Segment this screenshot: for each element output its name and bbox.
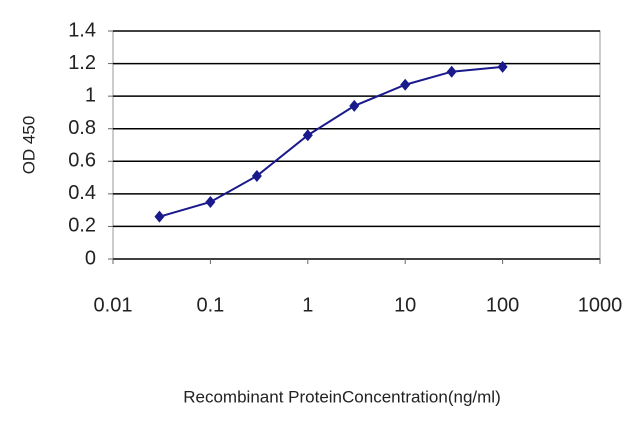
x-tick-label: 1000 — [578, 294, 623, 316]
y-axis-label: OD 450 — [19, 116, 38, 175]
plot-area — [112, 30, 601, 260]
y-tick-label: 0 — [85, 247, 96, 269]
y-tick-label: 1.4 — [68, 19, 96, 41]
x-tick-label: 0.01 — [94, 294, 133, 316]
y-tick-label: 0.4 — [68, 182, 96, 204]
data-point — [349, 99, 360, 112]
y-tick-label: 1 — [85, 84, 96, 106]
data-point — [302, 129, 313, 142]
x-tick-label: 0.1 — [196, 294, 224, 316]
data-point — [205, 196, 216, 208]
data-point — [497, 60, 508, 73]
data-point — [154, 210, 165, 223]
data-point — [251, 169, 262, 182]
y-tick-label: 0.6 — [68, 150, 96, 172]
x-axis-label: Recombinant ProteinConcentration(ng/ml) — [183, 387, 501, 406]
x-tick-label: 10 — [394, 294, 416, 316]
y-tick-label: 0.2 — [68, 215, 96, 237]
x-tick-label: 100 — [486, 294, 519, 316]
y-tick-label: 1.2 — [68, 52, 96, 74]
data-point — [400, 78, 411, 91]
y-tick-label: 0.8 — [68, 117, 96, 139]
data-line — [159, 65, 503, 218]
data-point — [446, 65, 457, 78]
x-tick-label: 1 — [302, 294, 313, 316]
